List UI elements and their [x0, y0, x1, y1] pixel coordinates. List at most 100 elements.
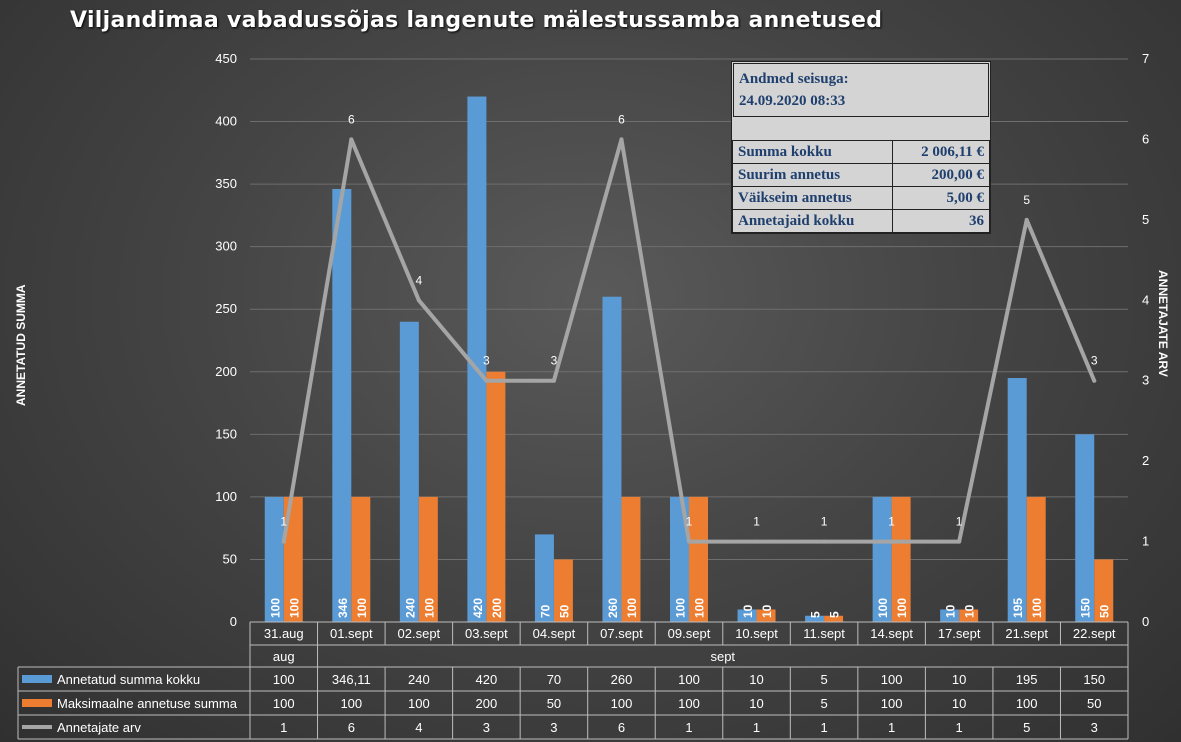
- table-cell: 4: [415, 720, 422, 735]
- table-cell: 10: [749, 672, 763, 687]
- bar: [553, 559, 573, 622]
- legend-label: Maksimaalne annetuse summa: [57, 696, 238, 711]
- bar-data-label: 100: [876, 598, 890, 618]
- table-cell: 240: [408, 672, 430, 687]
- bar-data-label: 100: [693, 598, 707, 618]
- bar: [737, 609, 757, 622]
- table-cell: 10: [749, 696, 763, 711]
- bar-data-label: 10: [944, 604, 958, 618]
- line-data-label: 4: [416, 273, 423, 287]
- bar-data-label: 200: [490, 598, 504, 618]
- table-cell: 5: [1023, 720, 1030, 735]
- table-cell: 10: [952, 696, 966, 711]
- y2-tick-label: 6: [1142, 131, 1149, 146]
- y2-tick-label: 0: [1142, 614, 1149, 629]
- y2-tick-label: 2: [1142, 453, 1149, 468]
- line-data-label: 1: [686, 515, 693, 529]
- bar: [467, 96, 487, 623]
- x-tick-label: 11.sept: [803, 626, 845, 641]
- x-tick-label: 22.sept: [1073, 626, 1116, 641]
- line-point: [281, 539, 286, 544]
- bar: [1094, 559, 1114, 622]
- line-point: [687, 539, 691, 544]
- bar-data-label: 50: [557, 604, 571, 618]
- y-tick-label: 0: [230, 614, 237, 629]
- line-point: [754, 539, 759, 544]
- table-cell: 100: [678, 672, 700, 687]
- y-tick-label: 200: [215, 364, 237, 379]
- table-cell: 6: [618, 720, 625, 735]
- line-data-label: 6: [348, 112, 355, 126]
- line-point: [416, 298, 421, 303]
- table-cell: 195: [1016, 672, 1038, 687]
- table-cell: 100: [273, 696, 295, 711]
- x-tick-label: 03.sept: [465, 626, 508, 641]
- info-row-label: Väikseim annetus: [732, 186, 893, 210]
- chart-title: Viljandimaa vabadussõjas langenute mäles…: [70, 8, 883, 33]
- line-point: [889, 539, 894, 544]
- y2-tick-label: 3: [1142, 373, 1149, 388]
- x-tick-label: 02.sept: [398, 626, 441, 641]
- bar: [805, 615, 825, 622]
- table-cell: 1: [280, 720, 287, 735]
- bar: [872, 496, 892, 622]
- y-tick-label: 400: [215, 114, 237, 129]
- info-row: Väikseim annetus 5,00 €: [732, 186, 990, 210]
- info-row-value: 36: [892, 209, 990, 233]
- x-tick-label: 01.sept: [330, 626, 373, 641]
- bar-data-label: 240: [403, 598, 417, 618]
- line-point: [484, 378, 489, 383]
- bar: [621, 496, 641, 622]
- legend-swatch: [22, 675, 52, 683]
- info-row-label: Suurim annetus: [732, 163, 893, 187]
- y2-tick-label: 4: [1142, 292, 1149, 307]
- bar: [1026, 496, 1046, 622]
- info-row-label: Annetajaid kokku: [732, 209, 893, 233]
- line-point: [619, 137, 624, 142]
- table-cell: 3: [1091, 720, 1098, 735]
- line-point: [349, 137, 354, 142]
- info-box-table: Summa kokku 2 006,11 € Suurim annetus 20…: [732, 140, 990, 233]
- legend-label: Annetatud summa kokku: [57, 672, 200, 687]
- table-cell: 1: [888, 720, 895, 735]
- bar-data-label: 100: [355, 598, 369, 618]
- info-box-heading-line2: 24.09.2020 08:33: [739, 93, 846, 109]
- info-row: Summa kokku 2 006,11 €: [732, 140, 990, 164]
- x-tick-label: 21.sept: [1005, 626, 1048, 641]
- line-data-label: 5: [1023, 193, 1030, 207]
- bar: [486, 371, 506, 622]
- bar: [1075, 434, 1095, 622]
- info-row: Annetajaid kokku 36: [732, 209, 990, 233]
- bar-data-label: 420: [471, 598, 485, 618]
- table-cell: 10: [952, 672, 966, 687]
- table-cell: 260: [611, 672, 633, 687]
- line-data-label: 3: [551, 354, 558, 368]
- bar-data-label: 100: [625, 598, 639, 618]
- bar: [670, 496, 689, 622]
- info-box-heading-line1: Andmed seisuga:: [739, 71, 849, 87]
- y2-tick-label: 5: [1142, 212, 1149, 227]
- info-box-heading: Andmed seisuga: 24.09.2020 08:33: [733, 63, 989, 117]
- line-data-label: 1: [821, 515, 828, 529]
- legend-label: Annetajate arv: [57, 720, 141, 735]
- bar-data-label: 70: [538, 604, 552, 618]
- line-point: [1024, 217, 1029, 222]
- table-cell: 1: [820, 720, 827, 735]
- bar-data-label: 5: [828, 611, 842, 618]
- bar-data-label: 150: [1079, 598, 1093, 618]
- line-data-label: 1: [753, 515, 760, 529]
- table-cell: 100: [340, 696, 362, 711]
- bar: [283, 496, 303, 622]
- bar-data-label: 10: [760, 604, 774, 618]
- y-tick-label: 450: [215, 51, 237, 66]
- table-cell: 420: [476, 672, 498, 687]
- y-tick-label: 300: [215, 239, 237, 254]
- table-cell: 100: [273, 672, 295, 687]
- x-tick-label: 04.sept: [533, 626, 576, 641]
- y-tick-label: 250: [215, 301, 237, 316]
- table-cell: 100: [881, 672, 903, 687]
- bar: [332, 188, 352, 622]
- info-row-value: 200,00 €: [892, 163, 990, 187]
- bar-data-label: 100: [1030, 598, 1044, 618]
